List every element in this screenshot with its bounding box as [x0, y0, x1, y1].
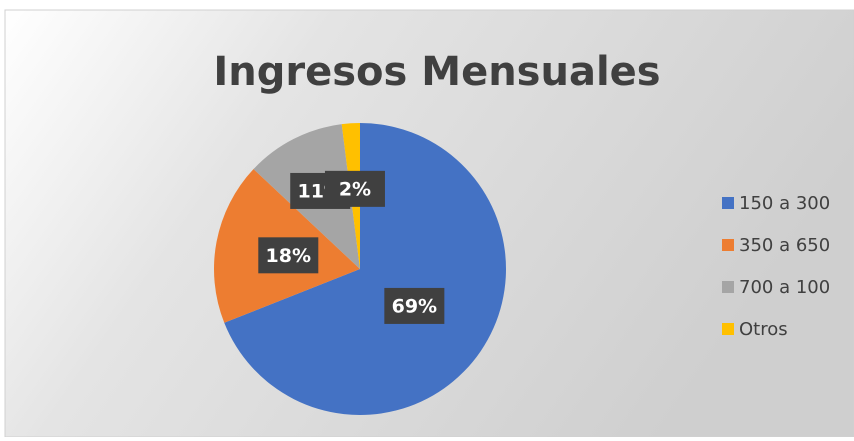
legend-swatch — [722, 281, 734, 293]
legend: 150 a 300 350 a 650 700 a 100 Otros — [722, 193, 830, 340]
legend-swatch — [722, 323, 734, 335]
legend-swatch — [722, 197, 734, 209]
data-label: 69% — [392, 295, 437, 317]
legend-label: 150 a 300 — [739, 193, 830, 214]
chart-title: Ingresos Mensuales — [213, 49, 660, 95]
data-label-box — [324, 170, 385, 207]
data-labels: 69%18%11%2% — [258, 170, 445, 324]
legend-label: Otros — [739, 319, 788, 340]
legend-label: 350 a 650 — [739, 235, 830, 256]
legend-label: 700 a 100 — [739, 277, 830, 298]
data-label: 18% — [266, 245, 311, 267]
pie-slice — [224, 123, 507, 415]
data-label-box — [258, 237, 319, 274]
legend-swatch — [722, 239, 734, 251]
pie — [214, 123, 507, 415]
data-label: 2% — [339, 178, 371, 200]
data-label-box — [384, 287, 445, 324]
